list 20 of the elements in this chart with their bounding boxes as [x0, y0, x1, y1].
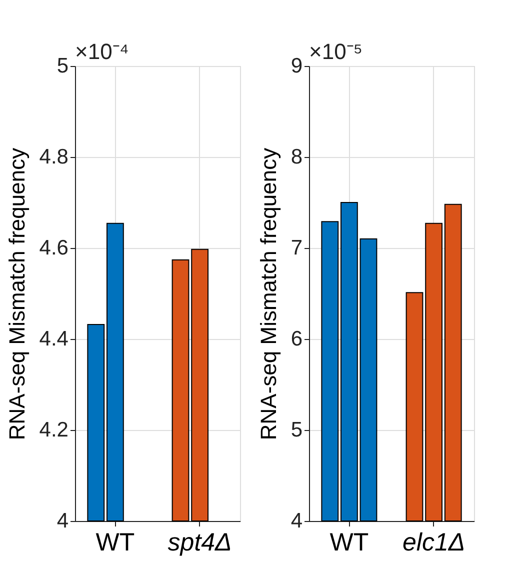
text: ×10⁻⁵ — [309, 39, 362, 64]
x-tick-label: spt4Δ — [168, 528, 232, 556]
y-tick-label: 4.4 — [39, 328, 69, 350]
y-tick-label: 8 — [290, 146, 302, 168]
y-tick-label: 4 — [290, 510, 303, 532]
y-tick-label: 4.6 — [39, 236, 68, 260]
y-tick-label: 7 — [290, 236, 302, 260]
x-tick-label: elc1Δ — [402, 528, 466, 556]
y-tick-label: 6 — [290, 328, 302, 350]
y-axis-title: RNA-seq Mismatch frequency — [256, 148, 281, 440]
y-tick-label: 5 — [56, 54, 68, 78]
y-tick-label: 4 — [56, 510, 69, 532]
y-tick-label: 4.8 — [39, 146, 68, 168]
x-tick-label: WT — [330, 528, 369, 556]
y-axis-title: RNA-seq Mismatch frequency — [4, 148, 30, 440]
y-tick-label: 5 — [290, 418, 302, 442]
y-tick-label: 4.2 — [39, 418, 68, 442]
text: ×10⁻⁴ — [75, 39, 129, 64]
y-tick-label: 9 — [290, 54, 302, 78]
x-tick-label: WT — [96, 528, 135, 556]
